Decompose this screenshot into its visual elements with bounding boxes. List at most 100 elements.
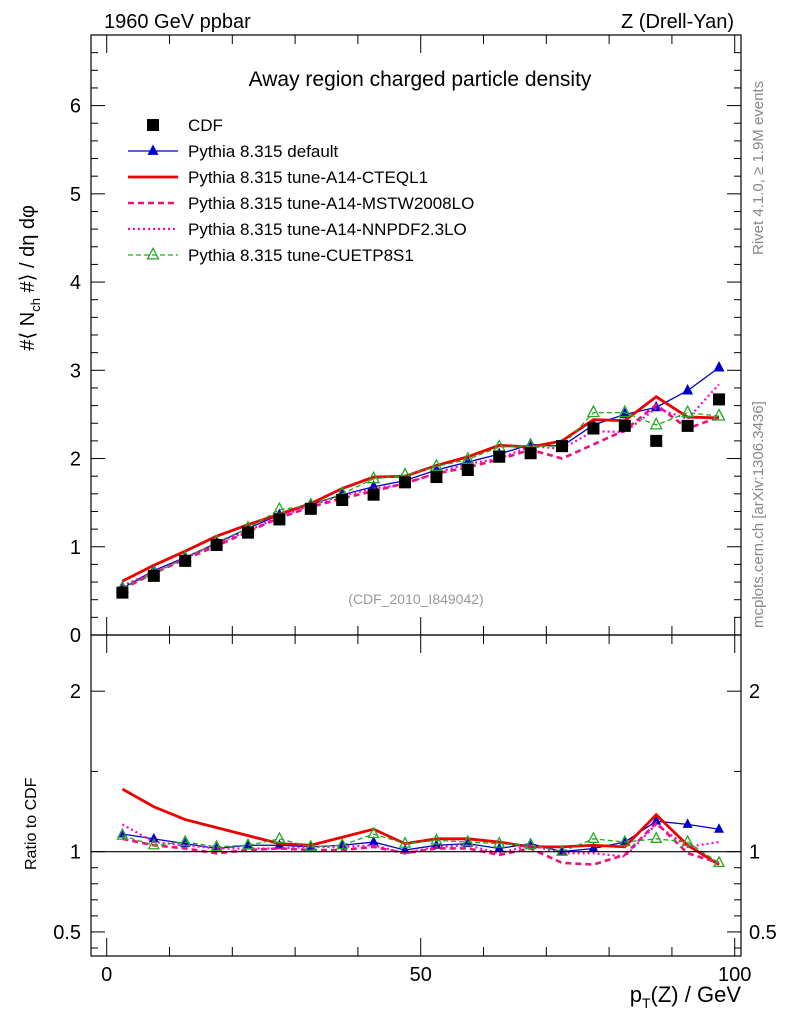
legend-label-pythia-8-315-tune-a14-mstw2008lo: Pythia 8.315 tune-A14-MSTW2008LO — [188, 194, 474, 213]
main-y-tick-label: 1 — [70, 537, 81, 559]
ratio-series-pythia-8-315-default — [117, 815, 725, 856]
series-line-pythia-8-315-default — [122, 367, 720, 589]
point-cdf — [147, 569, 160, 582]
legend: CDF Pythia 8.315 default Pythia 8.315 tune… — [128, 116, 474, 265]
point-cdf — [650, 434, 663, 447]
legend-entry-pythia-8-315-tune-a14-mstw2008lo: Pythia 8.315 tune-A14-MSTW2008LO — [128, 194, 474, 213]
main-y-tick-label: 0 — [70, 625, 81, 647]
analysis-watermark: (CDF_2010_I849042) — [348, 591, 483, 607]
ratio-ticks: 0.5 0.5 1 1 2 2 0 50 100 — [53, 635, 777, 986]
x-tick-label: 0 — [101, 964, 112, 986]
point-cdf — [618, 419, 631, 432]
point-pythia-8-315-default — [368, 480, 380, 491]
ratio-point-pythia-8-315-default — [651, 815, 662, 825]
point-cdf — [493, 450, 506, 463]
ratio-y-tick-label-left: 0.5 — [53, 922, 81, 944]
x-tick-label: 50 — [410, 964, 432, 986]
legend-entry-pythia-8-315-tune-cuetp8s1: Pythia 8.315 tune-CUETP8S1 — [128, 246, 414, 265]
point-pythia-8-315-default — [682, 383, 694, 395]
main-y-tick-label: 5 — [70, 184, 81, 206]
point-cdf — [179, 554, 192, 567]
ratio-series-pythia-8-315-tune-cuetp8s1 — [116, 826, 726, 868]
point-cdf — [399, 476, 412, 489]
point-pythia-8-315-tune-cuetp8s1 — [712, 408, 726, 421]
legend-marker-pythia-8-315-tune-cuetp8s1 — [146, 247, 160, 260]
point-cdf — [430, 471, 443, 484]
point-pythia-8-315-default — [713, 361, 725, 372]
ratio-point-pythia-8-315-tune-cuetp8s1 — [461, 834, 474, 847]
y-label-sub: ch — [28, 298, 43, 312]
point-cdf — [461, 464, 474, 476]
ratio-point-pythia-8-315-default — [682, 818, 693, 828]
point-pythia-8-315-tune-cuetp8s1 — [681, 404, 695, 418]
series-line-pythia-8-315-tune-cuetp8s1 — [122, 411, 720, 589]
legend-label-pythia-8-315-default: Pythia 8.315 default — [188, 142, 339, 161]
ratio-line-pythia-8-315-default — [122, 820, 720, 853]
main-y-axis-label: #⟨ Nch #⟩ / dη dφ — [17, 205, 43, 351]
point-pythia-8-315-tune-cuetp8s1 — [367, 470, 381, 484]
series-cdf — [116, 393, 726, 599]
ratio-point-pythia-8-315-default — [148, 832, 159, 843]
ratio-point-pythia-8-315-default — [368, 836, 379, 846]
main-series — [115, 361, 726, 599]
point-pythia-8-315-tune-cuetp8s1 — [618, 404, 632, 418]
ratio-point-pythia-8-315-tune-cuetp8s1 — [493, 836, 506, 848]
point-cdf — [681, 419, 694, 432]
ratio-point-pythia-8-315-tune-cuetp8s1 — [618, 834, 631, 847]
point-pythia-8-315-tune-cuetp8s1 — [586, 404, 600, 418]
legend-marker-cdf — [147, 119, 159, 131]
main-y-tick-label: 2 — [70, 449, 81, 471]
point-cdf — [116, 586, 129, 599]
x-label-p: p — [630, 982, 642, 1007]
ratio-point-pythia-8-315-default — [714, 823, 725, 833]
y-label-part-3: #⟩ / dη dφ — [17, 205, 39, 298]
ratio-point-pythia-8-315-tune-cuetp8s1 — [430, 833, 443, 845]
point-cdf — [713, 393, 726, 406]
ratio-y-tick-label-right: 1 — [749, 842, 760, 864]
legend-label-pythia-8-315-tune-a14-cteql1: Pythia 8.315 tune-A14-CTEQL1 — [188, 168, 428, 187]
ratio-point-pythia-8-315-default — [588, 842, 599, 852]
header-right: Z (Drell-Yan) — [621, 11, 734, 33]
ratio-series-pythia-8-315-tune-a14-cteql1 — [121, 787, 720, 866]
legend-label-pythia-8-315-tune-cuetp8s1: Pythia 8.315 tune-CUETP8S1 — [188, 246, 414, 265]
ratio-point-pythia-8-315-tune-cuetp8s1 — [241, 837, 255, 850]
ratio-series — [116, 787, 726, 868]
x-tick-label: 100 — [718, 964, 751, 986]
y-label-part-1: #⟨ N — [17, 312, 39, 351]
ratio-point-pythia-8-315-tune-cuetp8s1 — [555, 844, 569, 856]
ratio-point-pythia-8-315-default — [337, 839, 348, 849]
plot-title: Away region charged particle density — [249, 68, 592, 91]
rivet-label: Rivet 4.1.0, ≥ 1.9M events — [750, 81, 767, 255]
main-y-tick-label: 3 — [70, 360, 81, 382]
point-pythia-8-315-tune-cuetp8s1 — [649, 417, 663, 430]
legend-entry-cdf: CDF — [147, 116, 223, 135]
legend-entry-pythia-8-315-tune-a14-nnpdf2-3lo: Pythia 8.315 tune-A14-NNPDF2.3LO — [128, 220, 467, 239]
point-cdf — [210, 539, 223, 551]
ratio-point-pythia-8-315-tune-cuetp8s1 — [367, 826, 380, 839]
point-cdf — [273, 513, 286, 526]
ratio-y-tick-label-left: 2 — [70, 681, 81, 703]
header-left: 1960 GeV ppbar — [104, 11, 251, 33]
point-cdf — [367, 488, 380, 501]
legend-entry-pythia-8-315-tune-a14-cteql1: Pythia 8.315 tune-A14-CTEQL1 — [128, 168, 428, 187]
ratio-point-pythia-8-315-tune-cuetp8s1 — [147, 837, 160, 850]
main-y-tick-label: 6 — [70, 96, 81, 118]
ratio-y-tick-label-right: 0.5 — [749, 922, 777, 944]
ratio-point-pythia-8-315-tune-cuetp8s1 — [398, 836, 412, 848]
ratio-line-pythia-8-315-tune-a14-mstw2008lo — [122, 820, 720, 866]
point-pythia-8-315-tune-cuetp8s1 — [429, 458, 443, 471]
ratio-y-tick-label-right: 2 — [749, 681, 760, 703]
legend-label-pythia-8-315-tune-a14-nnpdf2-3lo: Pythia 8.315 tune-A14-NNPDF2.3LO — [188, 220, 467, 239]
ratio-line-pythia-8-315-tune-a14-cteql1 — [121, 787, 720, 866]
ratio-point-pythia-8-315-tune-cuetp8s1 — [524, 837, 537, 850]
ratio-point-pythia-8-315-tune-cuetp8s1 — [116, 828, 129, 840]
ratio-point-pythia-8-315-tune-cuetp8s1 — [650, 831, 663, 843]
point-cdf — [336, 494, 349, 506]
main-ticks: 0 1 2 3 4 5 6 — [70, 35, 741, 647]
ratio-point-pythia-8-315-tune-cuetp8s1 — [304, 839, 317, 852]
ratio-point-pythia-8-315-tune-cuetp8s1 — [712, 855, 726, 868]
x-label-sub: T — [642, 995, 651, 1011]
legend-entry-pythia-8-315-default: Pythia 8.315 default — [128, 142, 339, 161]
ratio-point-pythia-8-315-tune-cuetp8s1 — [273, 831, 286, 843]
